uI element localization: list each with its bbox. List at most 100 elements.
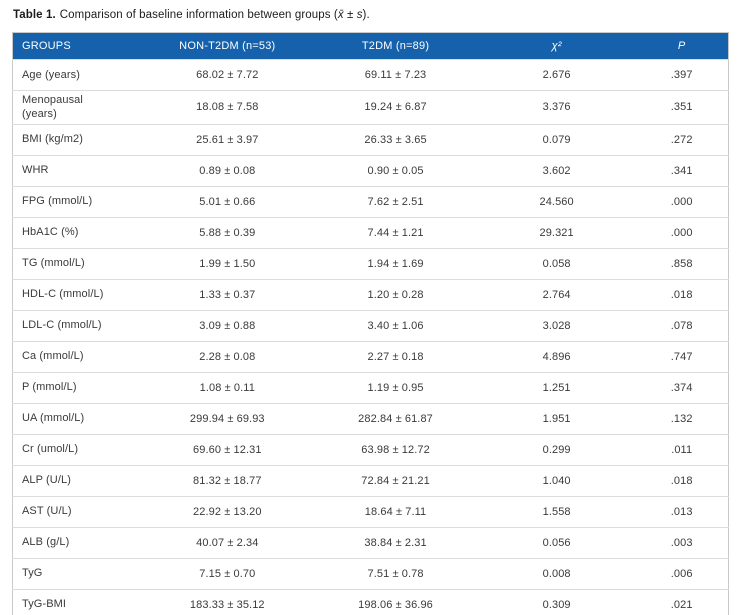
cell-chi-square-value: 0.056 — [477, 526, 636, 559]
cell-chi-square-value: 2.676 — [477, 59, 636, 91]
table-row: TyG 7.15 ± 0.70 7.51 ± 0.78 0.008.006 — [12, 557, 729, 590]
cell-non-t2dm-value: 68.02 ± 7.72 — [141, 59, 314, 91]
cell-chi-square-value: 0.079 — [477, 123, 636, 156]
column-header-groups: GROUPS — [12, 32, 142, 60]
cell-t2dm-value: 7.51 ± 0.78 — [313, 557, 478, 590]
cell-non-t2dm-value: 25.61 ± 3.97 — [141, 123, 314, 156]
cell-group-label: TyG-BMI — [12, 588, 142, 615]
table-row: Ca (mmol/L) 2.28 ± 0.08 2.27 ± 0.18 4.896.7… — [12, 340, 729, 373]
column-header-non-t2dm: NON-T2DM (n=53) — [141, 32, 314, 60]
cell-non-t2dm-value: 40.07 ± 2.34 — [141, 526, 314, 559]
cell-p-value: .021 — [635, 588, 729, 615]
cell-chi-square-value: 0.058 — [477, 247, 636, 280]
cell-t2dm-value: 2.27 ± 0.18 — [313, 340, 478, 373]
baseline-comparison-table: GROUPS NON-T2DM (n=53) T2DM (n=89) χ² P … — [12, 32, 729, 615]
cell-non-t2dm-value: 299.94 ± 69.93 — [141, 402, 314, 435]
cell-group-label: AST (U/L) — [12, 495, 142, 528]
cell-t2dm-value: 18.64 ± 7.11 — [313, 495, 478, 528]
cell-group-label: HbA1C (%) — [12, 216, 142, 249]
cell-t2dm-value: 26.33 ± 3.65 — [313, 123, 478, 156]
table-row: WHR 0.89 ± 0.08 0.90 ± 0.05 3.602.341 — [12, 154, 729, 187]
cell-t2dm-value: 0.90 ± 0.05 — [313, 154, 478, 187]
cell-p-value: .272 — [635, 123, 729, 156]
cell-t2dm-value: 7.62 ± 2.51 — [313, 185, 478, 218]
cell-t2dm-value: 72.84 ± 21.21 — [313, 464, 478, 497]
cell-group-label: UA (mmol/L) — [12, 402, 142, 435]
cell-non-t2dm-value: 69.60 ± 12.31 — [141, 433, 314, 466]
cell-p-value: .000 — [635, 216, 729, 249]
cell-non-t2dm-value: 1.08 ± 0.11 — [141, 371, 314, 404]
table-caption-suffix: ). — [362, 9, 370, 21]
cell-group-label: Age (years) — [12, 59, 142, 91]
cell-p-value: .018 — [635, 464, 729, 497]
table-row: ALP (U/L) 81.32 ± 18.77 72.84 ± 21.21 1.040… — [12, 464, 729, 497]
cell-non-t2dm-value: 5.01 ± 0.66 — [141, 185, 314, 218]
cell-chi-square-value: 1.951 — [477, 402, 636, 435]
cell-t2dm-value: 7.44 ± 1.21 — [313, 216, 478, 249]
cell-group-label: Ca (mmol/L) — [12, 340, 142, 373]
table-row: HbA1C (%) 5.88 ± 0.39 7.44 ± 1.21 29.321.00… — [12, 216, 729, 249]
cell-t2dm-value: 1.19 ± 0.95 — [313, 371, 478, 404]
cell-group-label: LDL-C (mmol/L) — [12, 309, 142, 342]
header-row: GROUPS NON-T2DM (n=53) T2DM (n=89) χ² P — [12, 32, 729, 60]
cell-group-label: WHR — [12, 154, 142, 187]
table-row: HDL-C (mmol/L) 1.33 ± 0.37 1.20 ± 0.28 2.76… — [12, 278, 729, 311]
cell-non-t2dm-value: 3.09 ± 0.88 — [141, 309, 314, 342]
cell-chi-square-value: 2.764 — [477, 278, 636, 311]
cell-group-label: HDL-C (mmol/L) — [12, 278, 142, 311]
cell-chi-square-value: 3.602 — [477, 154, 636, 187]
cell-chi-square-value: 0.008 — [477, 557, 636, 590]
cell-non-t2dm-value: 22.92 ± 13.20 — [141, 495, 314, 528]
cell-p-value: .013 — [635, 495, 729, 528]
cell-p-value: .011 — [635, 433, 729, 466]
cell-chi-square-value: 0.309 — [477, 588, 636, 615]
cell-p-value: .006 — [635, 557, 729, 590]
table-row: BMI (kg/m2) 25.61 ± 3.97 26.33 ± 3.65 0.079… — [12, 123, 729, 156]
cell-chi-square-value: 4.896 — [477, 340, 636, 373]
table-row: AST (U/L) 22.92 ± 13.20 18.64 ± 7.11 1.558.… — [12, 495, 729, 528]
cell-chi-square-value: 29.321 — [477, 216, 636, 249]
table-row: TyG-BMI 183.33 ± 35.12 198.06 ± 36.96 0.309… — [12, 588, 729, 615]
cell-group-label: ALP (U/L) — [12, 464, 142, 497]
cell-t2dm-value: 282.84 ± 61.87 — [313, 402, 478, 435]
cell-p-value: .397 — [635, 59, 729, 91]
cell-chi-square-value: 1.251 — [477, 371, 636, 404]
cell-non-t2dm-value: 183.33 ± 35.12 — [141, 588, 314, 615]
table-caption-label: Table 1. — [13, 9, 56, 21]
cell-t2dm-value: 1.94 ± 1.69 — [313, 247, 478, 280]
cell-group-label: TyG — [12, 557, 142, 590]
cell-chi-square-value: 24.560 — [477, 185, 636, 218]
table-row: Menopausal (years) 18.08 ± 7.58 19.24 ± 6.… — [12, 90, 729, 125]
cell-chi-square-value: 0.299 — [477, 433, 636, 466]
cell-non-t2dm-value: 2.28 ± 0.08 — [141, 340, 314, 373]
cell-t2dm-value: 69.11 ± 7.23 — [313, 59, 478, 91]
table-header: GROUPS NON-T2DM (n=53) T2DM (n=89) χ² P — [12, 32, 729, 60]
table-caption-math: x̄ ± s — [337, 9, 363, 21]
table-row: ALB (g/L) 40.07 ± 2.34 38.84 ± 2.31 0.056.0… — [12, 526, 729, 559]
table-row: Cr (umol/L) 69.60 ± 12.31 63.98 ± 12.72 0.2… — [12, 433, 729, 466]
cell-non-t2dm-value: 18.08 ± 7.58 — [141, 90, 314, 125]
column-header-t2dm: T2DM (n=89) — [313, 32, 478, 60]
cell-p-value: .078 — [635, 309, 729, 342]
cell-group-label: TG (mmol/L) — [12, 247, 142, 280]
cell-p-value: .000 — [635, 185, 729, 218]
cell-non-t2dm-value: 81.32 ± 18.77 — [141, 464, 314, 497]
table-row: LDL-C (mmol/L) 3.09 ± 0.88 3.40 ± 1.06 3.02… — [12, 309, 729, 342]
cell-p-value: .018 — [635, 278, 729, 311]
cell-p-value: .747 — [635, 340, 729, 373]
column-header-p-value: P — [635, 32, 729, 60]
table-row: Age (years) 68.02 ± 7.72 69.11 ± 7.23 2.676… — [12, 59, 729, 91]
cell-non-t2dm-value: 1.99 ± 1.50 — [141, 247, 314, 280]
cell-t2dm-value: 63.98 ± 12.72 — [313, 433, 478, 466]
cell-chi-square-value: 3.028 — [477, 309, 636, 342]
cell-p-value: .341 — [635, 154, 729, 187]
cell-group-label: BMI (kg/m2) — [12, 123, 142, 156]
cell-p-value: .132 — [635, 402, 729, 435]
cell-group-label: Menopausal (years) — [12, 90, 142, 125]
cell-t2dm-value: 3.40 ± 1.06 — [313, 309, 478, 342]
table-row: FPG (mmol/L) 5.01 ± 0.66 7.62 ± 2.51 24.560… — [12, 185, 729, 218]
table-row: P (mmol/L) 1.08 ± 0.11 1.19 ± 0.95 1.251.37… — [12, 371, 729, 404]
table-body: Age (years) 68.02 ± 7.72 69.11 ± 7.23 2.676… — [12, 59, 729, 615]
cell-p-value: .351 — [635, 90, 729, 125]
